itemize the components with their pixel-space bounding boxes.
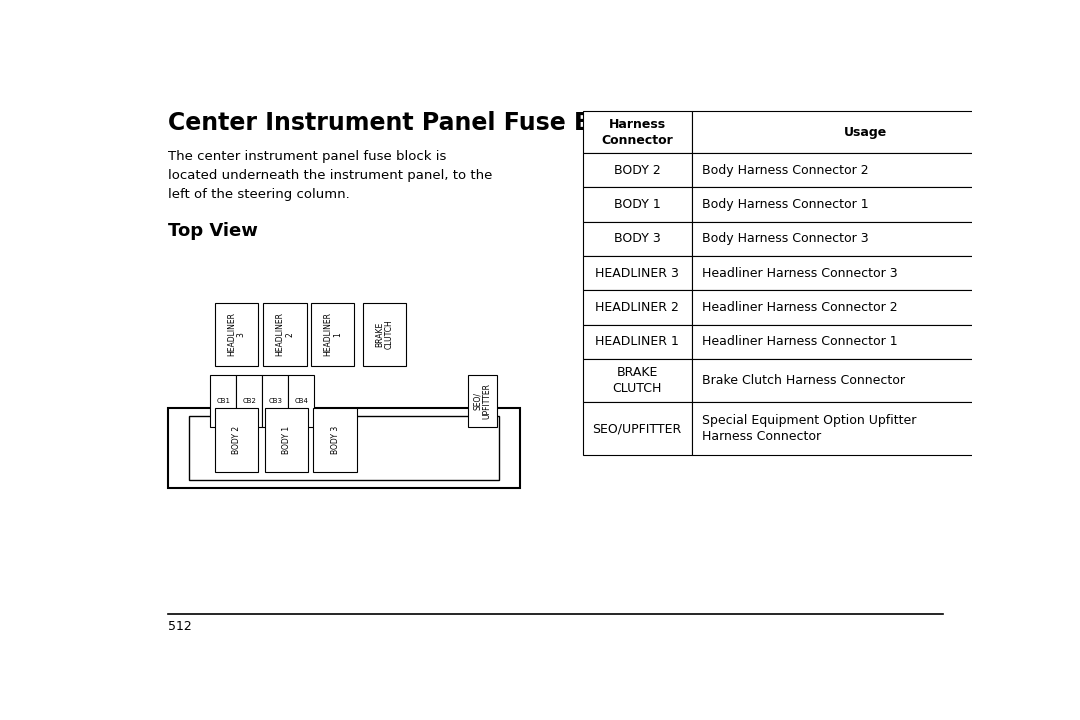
Bar [691,153,1039,187]
Bar [691,290,1039,325]
Text: BRAKE
CLUTCH: BRAKE CLUTCH [612,366,662,395]
Text: HEADLINER
1: HEADLINER 1 [323,312,342,356]
Bar [583,222,691,256]
Text: CB3: CB3 [268,398,282,404]
Text: HEADLINER 3: HEADLINER 3 [595,266,679,280]
Bar [468,374,497,428]
Text: Body Harness Connector 2: Body Harness Connector 2 [702,163,868,176]
Text: CB1: CB1 [216,398,230,404]
Bar [363,302,406,366]
Bar [583,256,691,290]
Text: Brake Clutch Harness Connector: Brake Clutch Harness Connector [702,374,905,387]
Bar [311,302,354,366]
Bar [691,256,1039,290]
Text: Top View: Top View [168,222,258,240]
Bar [264,302,307,366]
Bar [262,374,288,428]
Text: SEO/UPFITTER: SEO/UPFITTER [593,422,681,436]
Bar [288,374,314,428]
Bar [691,112,1039,153]
Text: BODY 2: BODY 2 [232,426,241,454]
Text: HEADLINER 2: HEADLINER 2 [595,301,679,314]
Bar [583,112,691,153]
Bar [583,402,691,455]
Text: Headliner Harness Connector 3: Headliner Harness Connector 3 [702,266,897,280]
Bar [583,153,691,187]
Bar [215,302,258,366]
Text: BODY 2: BODY 2 [613,163,661,176]
Text: CB4: CB4 [294,398,308,404]
Bar [691,187,1039,222]
Text: Headliner Harness Connector 2: Headliner Harness Connector 2 [702,301,897,314]
Bar [211,374,237,428]
Bar [189,416,499,480]
Text: BODY 3: BODY 3 [613,233,661,246]
Text: Body Harness Connector 1: Body Harness Connector 1 [702,198,868,211]
Bar [215,408,258,472]
Text: Usage: Usage [843,125,887,139]
Bar [691,325,1039,359]
Text: Headliner Harness Connector 1: Headliner Harness Connector 1 [702,336,897,348]
Text: HEADLINER 1: HEADLINER 1 [595,336,679,348]
Bar [313,408,356,472]
Text: Body Harness Connector 3: Body Harness Connector 3 [702,233,868,246]
Text: HEADLINER
3: HEADLINER 3 [227,312,245,356]
Text: CB2: CB2 [242,398,256,404]
Text: BODY 3: BODY 3 [330,426,339,454]
Text: SEO/
UPFITTER: SEO/ UPFITTER [473,383,491,419]
Bar [583,290,691,325]
Text: BODY 1: BODY 1 [613,198,661,211]
Text: 512: 512 [168,620,192,633]
Bar [168,408,521,488]
Bar [691,222,1039,256]
Bar [583,325,691,359]
Text: Center Instrument Panel Fuse Block: Center Instrument Panel Fuse Block [168,112,647,135]
Bar [265,408,308,472]
Bar [691,359,1039,402]
Bar [583,187,691,222]
Bar [237,374,262,428]
Text: BODY 1: BODY 1 [282,426,291,454]
Text: Harness
Connector: Harness Connector [602,117,673,147]
Text: Special Equipment Option Upfitter
Harness Connector: Special Equipment Option Upfitter Harnes… [702,414,916,444]
Text: The center instrument panel fuse block is
located underneath the instrument pane: The center instrument panel fuse block i… [168,150,492,201]
Text: BRAKE
CLUTCH: BRAKE CLUTCH [375,320,394,349]
Bar [691,402,1039,455]
Text: HEADLINER
2: HEADLINER 2 [275,312,294,356]
Bar [583,359,691,402]
